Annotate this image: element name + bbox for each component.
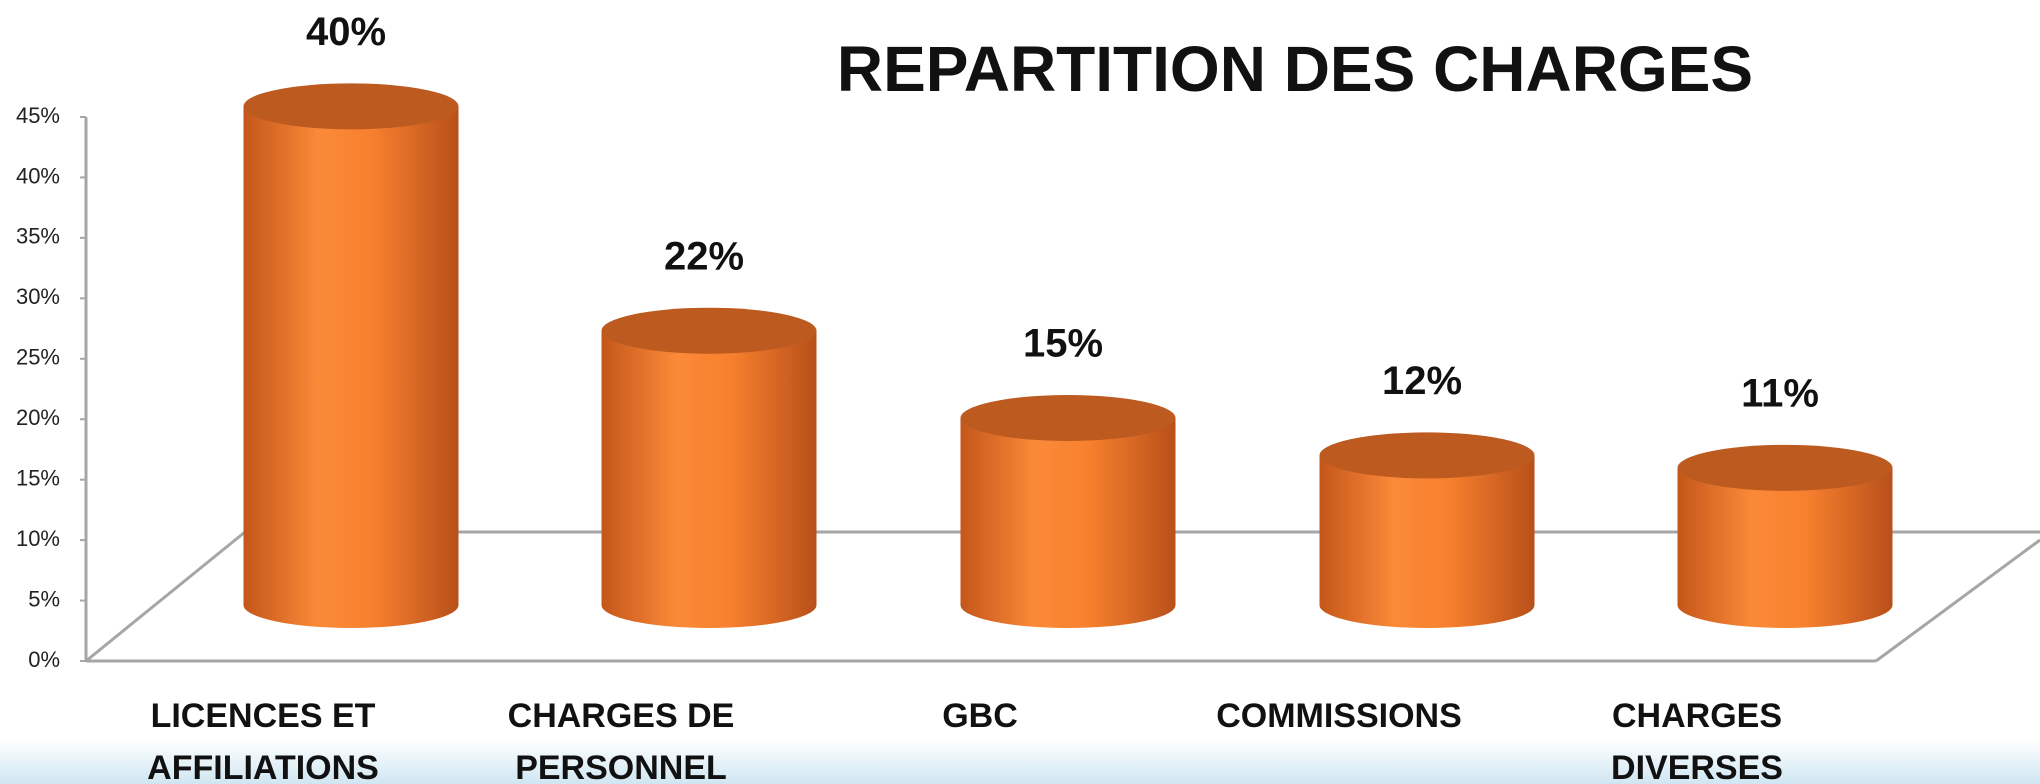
y-tick-label: 20% [16,405,60,430]
cylinder [1677,444,1893,628]
cylinder [243,83,459,629]
x-tick-label: COMMISSIONS [1216,697,1462,735]
cylinder-body [601,330,817,628]
y-tick-label: 40% [16,163,60,188]
chart-title: REPARTITION DES CHARGES [837,33,1753,105]
cylinder-top [601,307,817,354]
cylinder-top [243,83,459,130]
value-label: 12% [1382,359,1462,403]
cylinder-top [960,395,1176,441]
value-label: 15% [1023,322,1103,366]
cylinder-body [1677,467,1893,628]
x-tick-label: GBC [942,697,1018,735]
cylinder [1319,432,1535,628]
background-strip [0,740,2040,784]
value-label: 11% [1741,371,1819,415]
cylinder-top [1677,444,1893,491]
y-tick-label: 0% [28,647,60,672]
cylinder-body [1319,455,1535,628]
cylinder-top [1319,432,1535,479]
y-tick-label: 45% [16,103,60,128]
cylinder-body [960,418,1176,628]
x-tick-label: CHARGES DIVERSES [1611,697,1783,784]
y-tick-label: 15% [16,465,60,490]
y-tick-label: 35% [16,224,60,249]
cylinder-body [243,106,459,629]
x-tick-label: CHARGES DE PERSONNEL [507,697,735,784]
y-tick-label: 5% [28,586,60,611]
y-tick-label: 25% [16,345,60,370]
cylinder [601,307,817,628]
y-tick-label: 30% [16,284,60,309]
cylinder [960,395,1176,628]
y-tick-label: 10% [16,526,60,551]
value-label: 22% [664,234,744,278]
value-label: 40% [306,10,386,54]
x-tick-label: LICENCES ET AFFILIATIONS [147,697,379,784]
